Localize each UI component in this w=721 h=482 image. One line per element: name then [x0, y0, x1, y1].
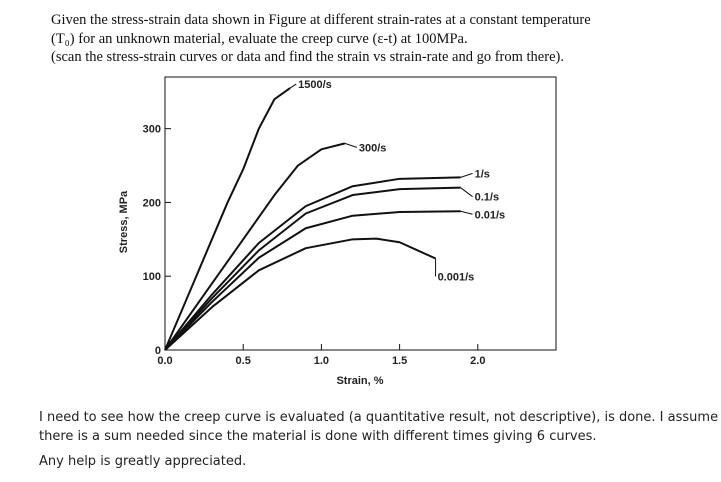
y-tick-label: 100 — [143, 271, 161, 283]
curve — [164, 210, 461, 351]
leader-line — [289, 83, 297, 89]
curve — [164, 176, 461, 351]
curve-label: 1500/s — [298, 79, 332, 91]
curve — [164, 237, 436, 351]
question-line: (scan the stress-strain curves or data a… — [51, 49, 564, 65]
curve — [164, 142, 346, 351]
curve-label: 0.1/s — [475, 192, 499, 204]
question-line: (T₀) for an unknown material, evaluate t… — [51, 31, 468, 47]
y-tick-label: 300 — [143, 124, 161, 136]
leader-line — [460, 172, 473, 178]
curve-label: 300/s — [359, 142, 387, 154]
curve-label: 0.01/s — [475, 209, 506, 221]
curve-label: 1/s — [475, 168, 490, 180]
y-tick-label: 0 — [155, 345, 161, 357]
curve — [164, 87, 291, 351]
y-tick-label: 200 — [143, 197, 161, 209]
x-tick-label: 0.0 — [157, 355, 172, 367]
leader-line — [460, 210, 473, 215]
x-tick-label: 0.5 — [236, 355, 251, 367]
footer-line: Any help is greatly appreciated. — [39, 454, 246, 469]
question-line: Given the stress-strain data shown in Fi… — [51, 12, 591, 28]
footer-line: I need to see how the creep curve is eva… — [39, 410, 718, 425]
curve — [164, 186, 461, 351]
x-tick-label: 1.0 — [314, 355, 329, 367]
y-axis-label: Stress, MPa — [118, 190, 130, 253]
x-axis-label: Strain, % — [336, 375, 383, 387]
leader-line — [344, 142, 358, 148]
curve-label: 0.001/s — [438, 272, 475, 284]
plot-frame — [164, 76, 557, 351]
x-tick-label: 2.0 — [470, 355, 485, 367]
leader-line — [460, 187, 473, 198]
x-tick-label: 1.5 — [392, 355, 407, 367]
footer-line: there is a sum needed since the material… — [39, 429, 597, 444]
